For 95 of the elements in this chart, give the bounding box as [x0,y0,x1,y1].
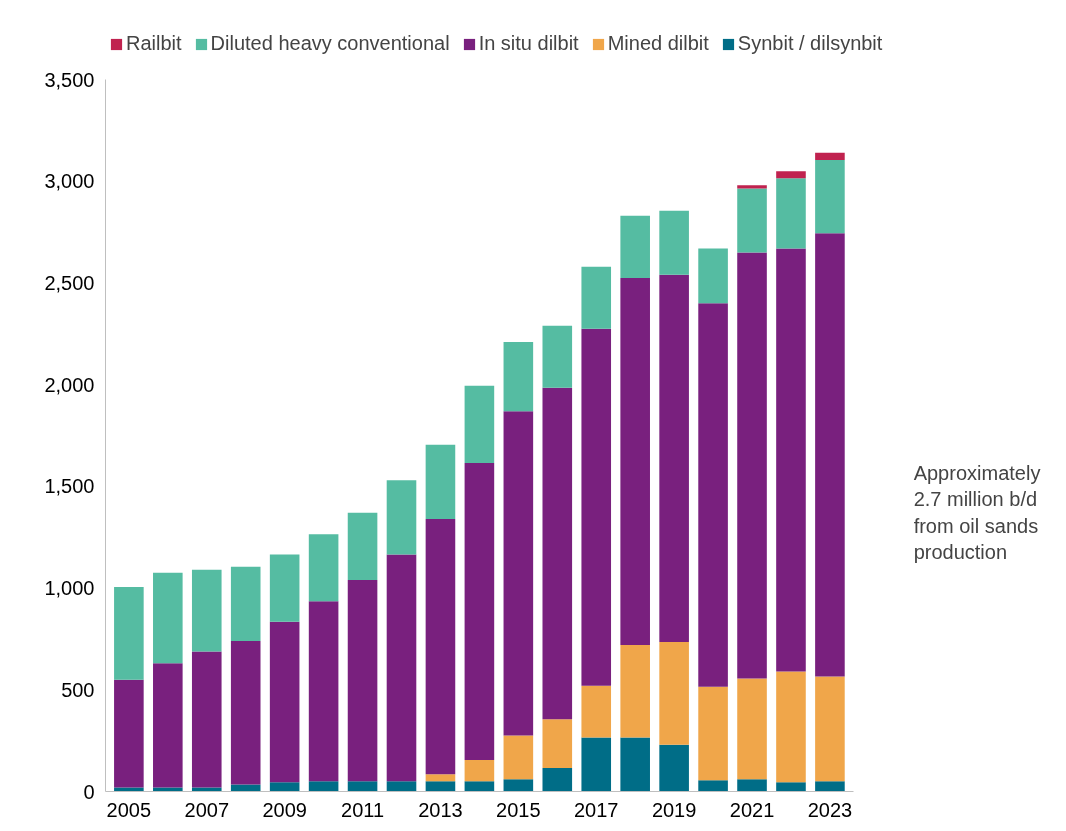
bar [581,266,612,329]
y-tick-label: 2,000 [44,373,95,396]
legend-label: Synbit / dilsynbit [737,32,883,55]
bar [659,744,689,792]
legend-label: Diluted heavy conventional [210,32,450,55]
bar [815,676,845,782]
bar [815,152,845,160]
bar [581,685,612,738]
bar [776,248,806,672]
bar [659,210,689,275]
bar [114,787,144,792]
x-tick-label: 2009 [262,798,307,821]
x-tick-label: 2023 [807,798,853,821]
bar [269,554,300,622]
bar [153,572,183,664]
bar [230,566,261,641]
x-tick-label: 2017 [573,798,619,821]
y-tick-label: 500 [61,678,95,701]
x-tick-label: 2019 [651,798,697,821]
x-tick-label: 2013 [418,798,463,821]
legend-label: In situ dilbit [478,32,579,55]
bar [776,782,806,792]
bar [737,678,767,780]
x-tick-label: 2015 [496,798,541,821]
x-tick-label: 2011 [341,798,385,821]
bar [386,480,417,555]
bar [542,387,573,720]
bar [425,781,456,792]
bar [308,534,339,602]
bar [776,671,806,783]
y-tick-label: 0 [83,780,95,803]
y-tick-label: 3,500 [44,68,95,91]
y-tick-label: 1,000 [44,577,95,600]
bar [503,735,534,780]
bar [386,554,417,782]
bar [815,233,845,677]
bar [425,518,456,775]
bar [737,185,767,189]
bar [815,159,845,234]
bar [153,787,183,792]
bar [269,782,300,792]
bar [191,569,222,652]
bar [464,759,495,782]
bar [620,645,650,738]
bar [153,663,183,788]
bar [425,444,456,519]
bar [308,781,339,792]
bar [542,768,573,792]
bar [503,411,534,736]
bar [425,774,456,782]
bar [308,601,339,782]
bar [347,579,378,782]
bar [698,686,728,781]
bar [386,781,417,792]
y-tick-label: 3,000 [44,170,95,193]
x-tick-label: 2021 [729,798,775,821]
bar [230,640,261,785]
legend-label: Railbit [126,32,182,55]
bar [464,463,495,760]
bar [230,784,261,792]
bar [464,385,495,464]
text: Approximately 2.7 million b/d from oil sands production [913,461,1041,563]
bar [464,781,495,792]
bar [581,328,612,686]
bar [191,651,222,788]
bar [659,274,689,642]
y-tick-label: 1,500 [44,475,95,498]
bar [698,780,728,792]
bar [737,779,767,792]
bar [542,719,573,769]
bar [737,252,767,679]
bar [191,787,222,792]
bar [503,341,534,412]
bar [698,303,728,687]
bar [620,277,650,646]
bar [737,188,767,253]
bar [347,512,378,580]
bar [581,737,612,792]
bar [815,781,845,792]
bar [776,171,806,179]
bar [659,642,689,745]
bar [503,779,534,792]
legend-label: Mined dilbit [607,32,709,55]
bar [114,679,144,788]
bar [269,621,300,783]
bar [620,737,650,792]
bar [114,587,144,680]
bar [698,248,728,304]
bar [776,178,806,249]
bar [542,325,573,388]
bar [620,215,650,278]
x-tick-label: 2007 [184,798,230,821]
x-tick-label: 2005 [106,798,152,821]
y-tick-label: 2,500 [44,272,95,294]
bar [347,781,378,792]
